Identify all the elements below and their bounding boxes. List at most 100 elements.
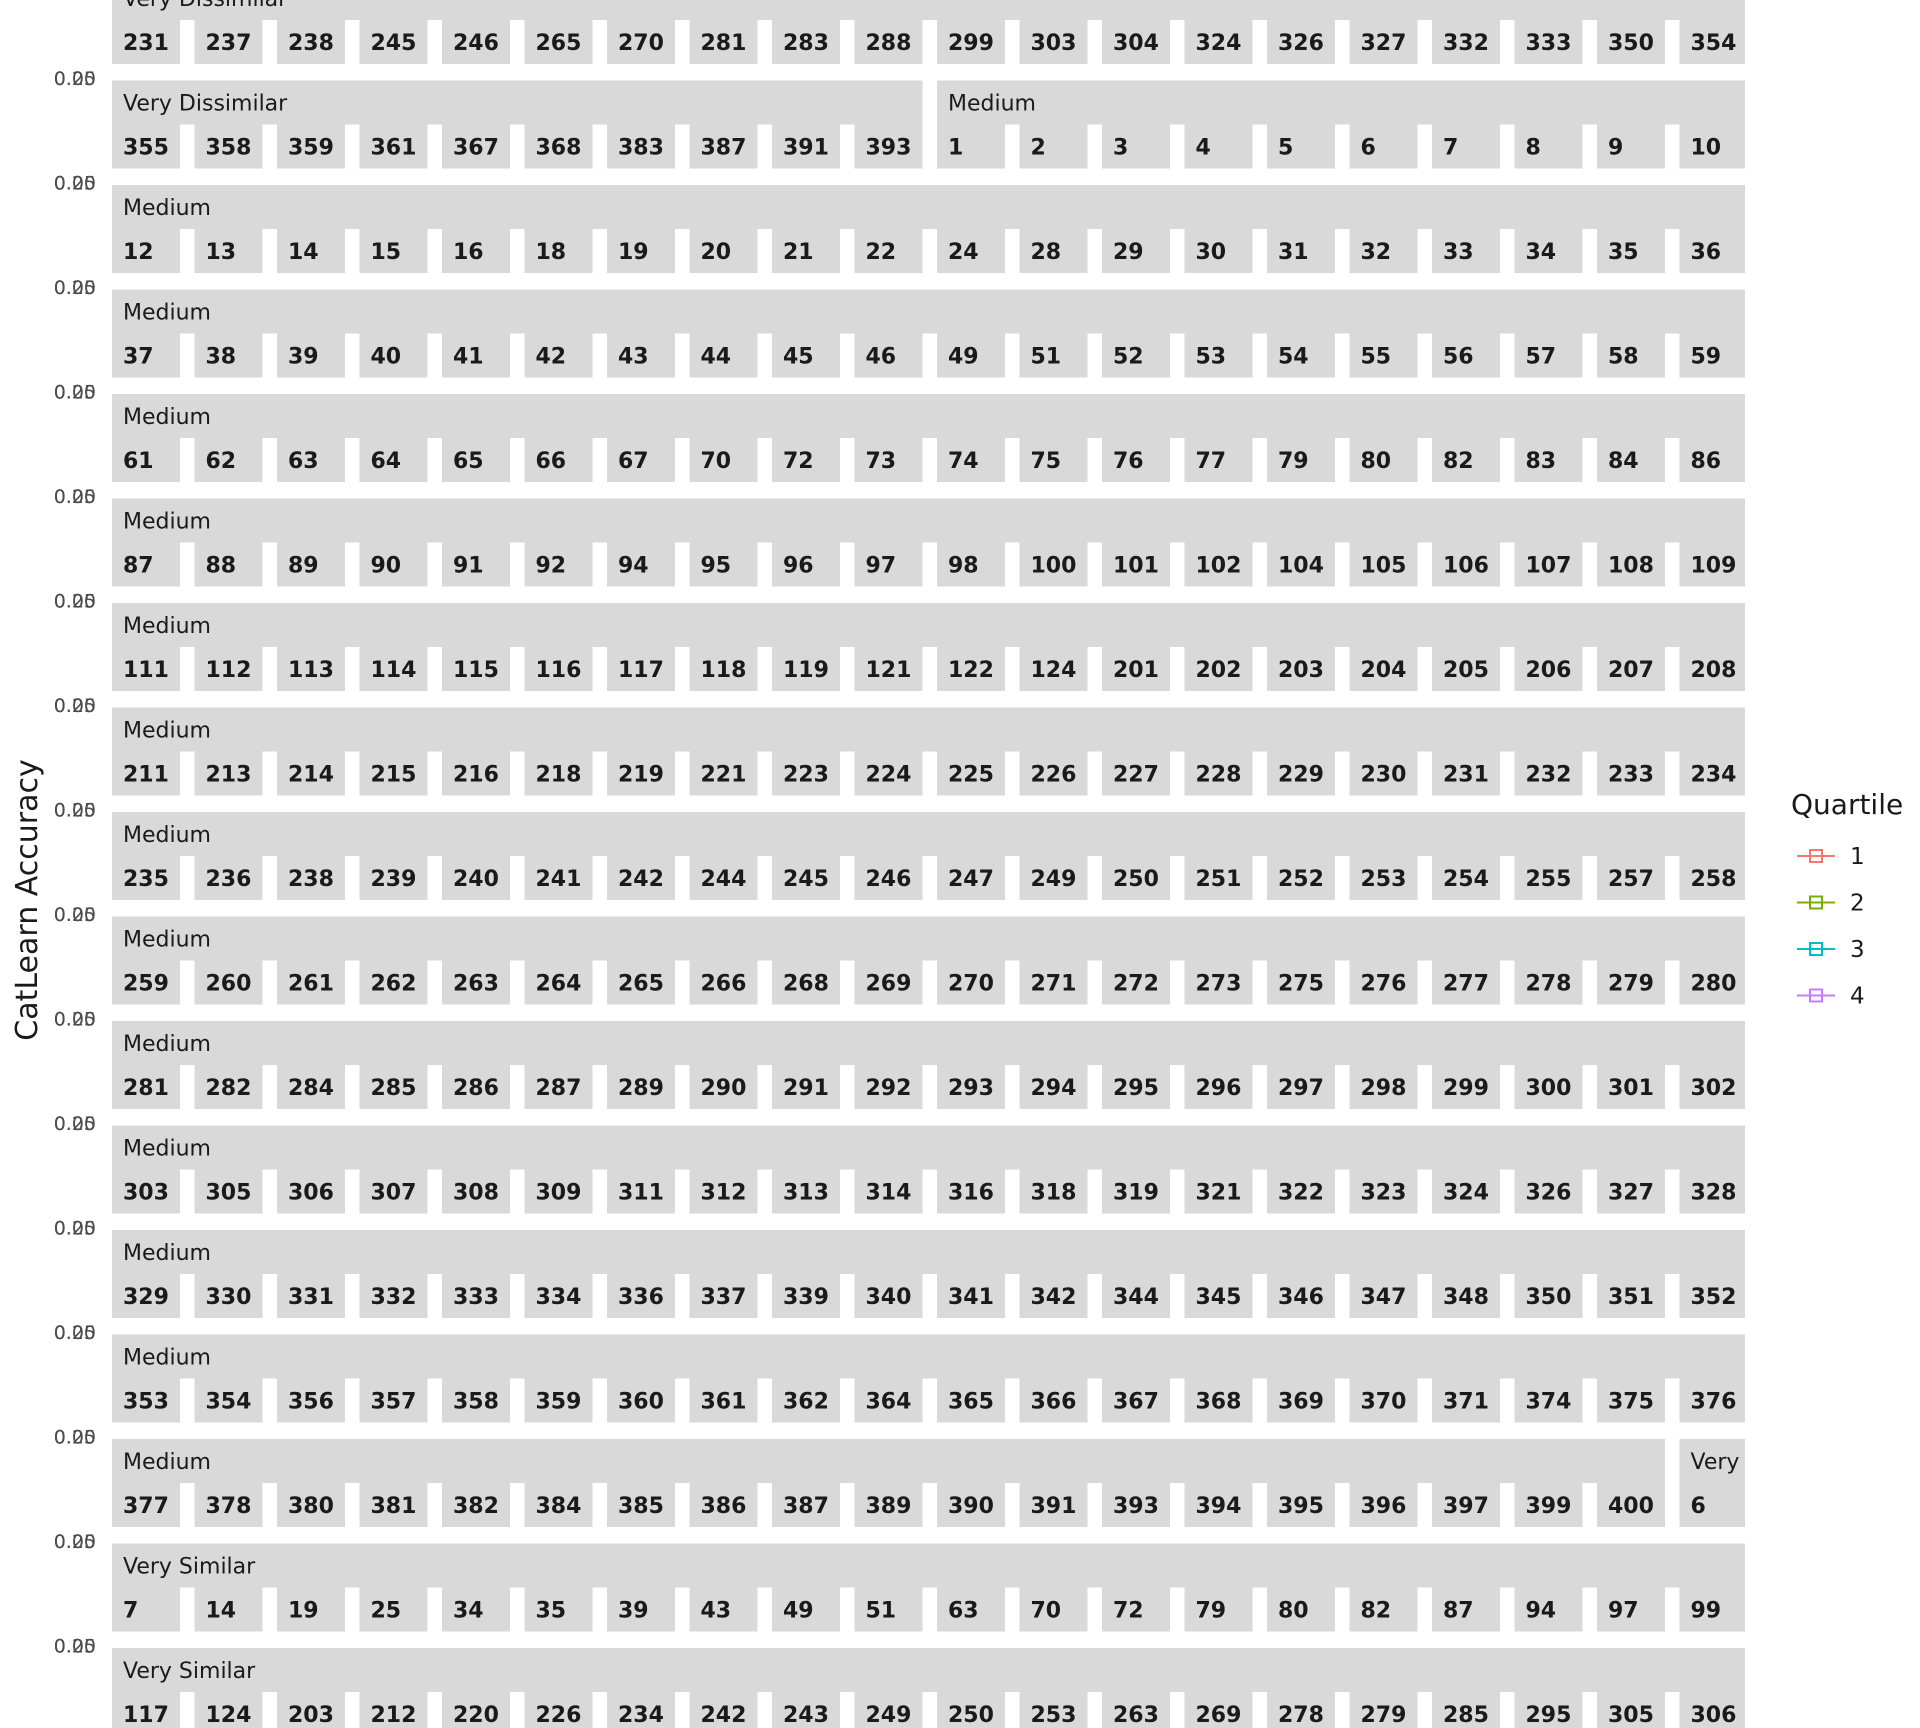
panel-id-label: 25 bbox=[371, 1599, 402, 1624]
panel-strip bbox=[854, 1065, 923, 1109]
panel-id-label: 49 bbox=[783, 1599, 814, 1624]
panel-id-label: 249 bbox=[1031, 867, 1077, 892]
panel-strip bbox=[1432, 751, 1500, 796]
panel-strip bbox=[772, 20, 840, 64]
panel-strip bbox=[1349, 20, 1418, 64]
panel-id-label: 6 bbox=[1361, 136, 1376, 161]
panel-strip bbox=[1432, 124, 1500, 169]
panel-id-label: 116 bbox=[536, 658, 582, 683]
facet-row: Medium 87 88 89 90 91 92 94 95 96 97 98 100 101 102 104… bbox=[54, 498, 1745, 613]
group-strip bbox=[112, 0, 1745, 20]
panel-strip bbox=[1597, 542, 1665, 587]
y-tick-label: 0.00 bbox=[54, 591, 96, 613]
panel-id-label: 352 bbox=[1691, 1285, 1737, 1310]
group-strip-label: Very Similar bbox=[123, 1555, 256, 1580]
panel-strip bbox=[112, 647, 180, 691]
panel-strip bbox=[607, 229, 675, 273]
panel-strip bbox=[1679, 333, 1745, 378]
panel-strip bbox=[1514, 1169, 1583, 1214]
panel-id-label: 76 bbox=[1113, 449, 1144, 474]
panel-id-label: 269 bbox=[1196, 1703, 1242, 1728]
panel-strip bbox=[1679, 1274, 1745, 1318]
panel-strip bbox=[1019, 751, 1088, 796]
panel-id-label: 34 bbox=[453, 1599, 484, 1624]
group-strip-label: Medium bbox=[123, 719, 211, 744]
panel-strip bbox=[1102, 20, 1170, 64]
panel-strip bbox=[1514, 229, 1583, 273]
legend-item: 1 bbox=[1797, 844, 1865, 870]
panel-id-label: 236 bbox=[206, 867, 252, 892]
panel-id-label: 396 bbox=[1361, 1494, 1407, 1519]
panel-id-label: 229 bbox=[1278, 763, 1324, 788]
panel-strip bbox=[689, 1483, 758, 1527]
panel-strip bbox=[1679, 1169, 1745, 1214]
panel-strip bbox=[1349, 1587, 1418, 1632]
panel-id-label: 280 bbox=[1691, 972, 1737, 997]
facet-row: Medium 111 112 113 114 115 116 117 118 119 121 122 1… bbox=[54, 603, 1745, 717]
panel-strip bbox=[1184, 20, 1253, 64]
panel-strip bbox=[1102, 229, 1170, 273]
group-strip-label: Medium bbox=[123, 405, 211, 430]
panel-strip bbox=[937, 1274, 1005, 1318]
panel-id-label: 300 bbox=[1526, 1076, 1572, 1101]
panel-strip bbox=[524, 751, 593, 796]
panel-id-label: 391 bbox=[1031, 1494, 1077, 1519]
panel-strip bbox=[112, 1274, 180, 1318]
panel-strip bbox=[1102, 124, 1170, 169]
panel-strip bbox=[194, 542, 263, 587]
panel-strip bbox=[1432, 1483, 1500, 1527]
panel-strip bbox=[607, 856, 675, 900]
panel-strip bbox=[524, 1692, 593, 1728]
panel-strip bbox=[1349, 542, 1418, 587]
panel-strip bbox=[772, 751, 840, 796]
panel-strip bbox=[442, 20, 510, 64]
panel-strip bbox=[1019, 1274, 1088, 1318]
panel-id-label: 380 bbox=[288, 1494, 334, 1519]
panel-strip bbox=[1432, 20, 1500, 64]
panel-id-label: 61 bbox=[123, 449, 154, 474]
panel-strip bbox=[194, 1483, 263, 1527]
panel-id-label: 305 bbox=[1608, 1703, 1654, 1728]
panel-id-label: 94 bbox=[618, 554, 649, 579]
panel-strip bbox=[524, 647, 593, 691]
panel-strip bbox=[524, 1169, 593, 1214]
panel-strip bbox=[772, 124, 840, 169]
panel-strip bbox=[1184, 333, 1253, 378]
panel-strip bbox=[607, 960, 675, 1005]
panel-strip bbox=[1349, 1065, 1418, 1109]
legend-item: 3 bbox=[1797, 937, 1865, 963]
panel-strip bbox=[854, 20, 923, 64]
facet-row: Very Similar 117 124 203 212 220 226 234 242 243 2… bbox=[112, 1648, 1745, 1728]
panel-id-label: 238 bbox=[288, 31, 334, 56]
panel-id-label: 53 bbox=[1196, 345, 1227, 370]
panel-strip bbox=[937, 751, 1005, 796]
panel-strip bbox=[1514, 647, 1583, 691]
panel-id-label: 279 bbox=[1361, 1703, 1407, 1728]
panel-id-label: 82 bbox=[1361, 1599, 1392, 1624]
panel-id-label: 58 bbox=[1608, 345, 1639, 370]
group-strip bbox=[112, 603, 1745, 647]
panel-strip bbox=[937, 20, 1005, 64]
panel-id-label: 63 bbox=[948, 1599, 979, 1624]
panel-id-label: 54 bbox=[1278, 345, 1309, 370]
y-tick-label: 0.00 bbox=[54, 800, 96, 822]
panel-id-label: 288 bbox=[866, 31, 912, 56]
panel-id-label: 350 bbox=[1526, 1285, 1572, 1310]
panel-strip bbox=[854, 960, 923, 1005]
panel-strip bbox=[1349, 751, 1418, 796]
panel-id-label: 214 bbox=[288, 763, 334, 788]
panel-id-label: 378 bbox=[206, 1494, 252, 1519]
panel-id-label: 313 bbox=[783, 1181, 829, 1206]
panel-strip bbox=[772, 333, 840, 378]
panel-strip bbox=[1514, 438, 1583, 482]
group-strip-label: Medium bbox=[123, 928, 211, 953]
panel-id-label: 223 bbox=[783, 763, 829, 788]
panel-strip bbox=[442, 856, 510, 900]
panel-id-label: 387 bbox=[701, 136, 747, 161]
panel-id-label: 282 bbox=[206, 1076, 252, 1101]
panel-strip bbox=[277, 1692, 345, 1728]
panel-strip bbox=[277, 124, 345, 169]
panel-id-label: 281 bbox=[123, 1076, 169, 1101]
panel-strip bbox=[772, 438, 840, 482]
panel-strip bbox=[194, 751, 263, 796]
